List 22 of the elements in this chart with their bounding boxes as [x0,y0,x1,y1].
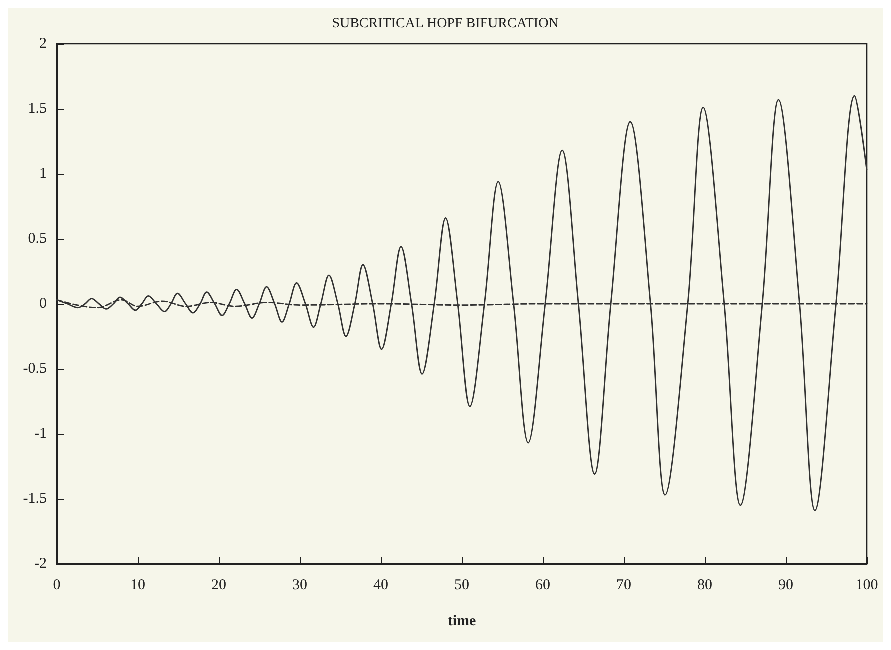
x-tick-label: 90 [778,578,794,594]
y-tick-label: 0.5 [28,231,47,247]
x-tick-label: 10 [130,578,146,594]
x-tick-label: 60 [536,578,550,594]
chart-title: SUBCRITICAL HOPF BIFURCATION [332,16,559,32]
x-axis-title: time [448,614,476,630]
y-tick-label: 0 [40,296,47,312]
y-tick-label: -1.5 [23,491,47,507]
y-tick-label: -2 [34,556,47,572]
x-tick-label: 40 [374,578,388,594]
y-tick-label: -0.5 [23,361,47,377]
y-tick-label: 1 [40,166,47,182]
x-tick-label: 50 [454,578,470,594]
x-tick-label: 0 [53,578,61,594]
x-tick-label: 30 [292,578,308,594]
x-tick-label: 70 [616,578,632,594]
y-tick-label: 2 [40,36,47,52]
x-tick-label: 20 [212,578,226,594]
x-tick-label: 80 [698,578,712,594]
x-tick-label: 100 [856,578,878,594]
y-tick-label: 1.5 [28,101,47,117]
y-tick-label: -1 [34,426,47,442]
